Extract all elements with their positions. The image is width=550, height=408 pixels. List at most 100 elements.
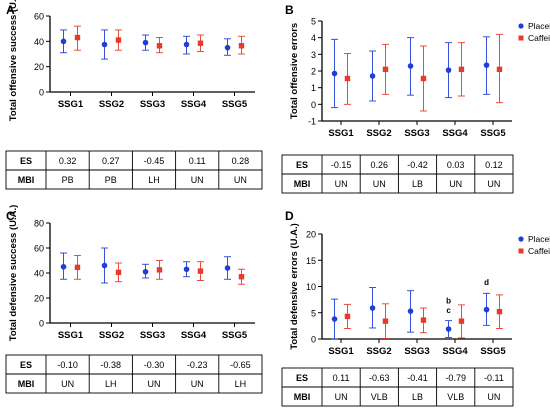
y-tick-label: 0 bbox=[311, 335, 316, 345]
table-cell: -0.79 bbox=[445, 373, 466, 383]
table-row-label: MBI bbox=[294, 392, 311, 402]
y-tick-label: 40 bbox=[34, 37, 44, 47]
y-tick-label: 20 bbox=[34, 62, 44, 72]
table-cell: LB bbox=[412, 392, 423, 402]
x-tick-label-ssg4: SSG4 bbox=[442, 346, 468, 357]
chart-panel-b: B -1 0 1 2 3 4 5 Total offensive errors SSG1 SSG2 S… bbox=[281, 3, 550, 194]
table-cell: UN bbox=[148, 379, 161, 389]
y-tick-label: 0 bbox=[39, 88, 44, 98]
y-tick-label: 4 bbox=[311, 33, 316, 43]
table-cell: 0.11 bbox=[333, 373, 350, 383]
y-tick-label: 60 bbox=[34, 12, 44, 22]
table-cell: 0.26 bbox=[371, 160, 389, 170]
data-point-placebo bbox=[60, 38, 67, 45]
data-point-caffeine bbox=[197, 40, 204, 46]
data-point-caffeine bbox=[382, 318, 389, 324]
x-tick-label-ssg3: SSG3 bbox=[404, 128, 429, 139]
table-cell: UN bbox=[487, 392, 500, 402]
y-tick-label: 15 bbox=[306, 256, 316, 266]
series-caffeine bbox=[343, 33, 503, 112]
data-point-placebo bbox=[445, 67, 452, 73]
series-placebo bbox=[331, 287, 491, 340]
y-axis-label: Total defensive success (U.A.) bbox=[8, 205, 19, 342]
x-tick-label-ssg1: SSG1 bbox=[58, 99, 84, 110]
table-row-label: MBI bbox=[18, 379, 35, 389]
x-tick-label-ssg5: SSG5 bbox=[480, 346, 506, 357]
y-tick-label: 20 bbox=[306, 230, 316, 240]
chart-panel-a: A 0 20 40 60 Total offensive success (U.A.) SS… bbox=[5, 0, 263, 190]
data-point-placebo bbox=[60, 263, 67, 270]
data-point-placebo bbox=[369, 305, 376, 311]
table-cell: -0.63 bbox=[369, 373, 390, 383]
y-tick-label: 60 bbox=[34, 244, 44, 254]
table-cell: VLB bbox=[447, 392, 464, 402]
legend-label-caffeine: Caffeine bbox=[528, 33, 550, 43]
data-point-caffeine bbox=[496, 66, 503, 73]
table-row-label: ES bbox=[296, 160, 308, 170]
data-point-placebo bbox=[331, 70, 338, 77]
table-cell: UN bbox=[335, 179, 348, 189]
x-tick-label-ssg5: SSG5 bbox=[222, 330, 248, 341]
y-tick-label: 5 bbox=[311, 308, 316, 318]
table-cell: 0.28 bbox=[232, 156, 250, 166]
table-cell: -0.41 bbox=[407, 373, 428, 383]
series-placebo bbox=[60, 247, 232, 284]
stats-table: ES 0.32 0.27 -0.45 0.11 0.28 MBI PB PB LH UN UN bbox=[5, 150, 263, 190]
table-cell: UN bbox=[61, 379, 74, 389]
data-point-caffeine bbox=[74, 264, 81, 271]
table-cell: 0.27 bbox=[102, 156, 120, 166]
table-cell: LH bbox=[148, 175, 160, 185]
table-row-label: MBI bbox=[18, 175, 35, 185]
data-point-caffeine bbox=[382, 66, 389, 73]
data-point-placebo bbox=[101, 41, 108, 48]
data-point-caffeine bbox=[420, 75, 427, 82]
x-tick-label-ssg2: SSG2 bbox=[366, 128, 391, 139]
table-cell: UN bbox=[373, 179, 386, 189]
data-point-caffeine bbox=[344, 313, 351, 320]
table-cell: -0.10 bbox=[57, 360, 78, 370]
data-point-caffeine bbox=[115, 269, 122, 276]
y-tick-label: 0 bbox=[39, 319, 44, 329]
y-tick-label: 20 bbox=[34, 294, 44, 304]
x-tick-label-ssg2: SSG2 bbox=[99, 99, 124, 110]
table-cell: VLB bbox=[371, 392, 388, 402]
data-point-caffeine bbox=[458, 318, 465, 324]
data-point-placebo bbox=[101, 262, 108, 269]
y-tick-label: 10 bbox=[306, 282, 316, 292]
table-cell: -0.23 bbox=[187, 360, 208, 370]
data-point-placebo bbox=[369, 73, 376, 79]
data-point-caffeine bbox=[344, 75, 351, 82]
table-cell: UN bbox=[191, 175, 204, 185]
data-point-placebo bbox=[483, 306, 490, 313]
table-cell: LH bbox=[235, 379, 247, 389]
table-cell: UN bbox=[191, 379, 204, 389]
y-axis-label: Total offensive success (U.A.) bbox=[8, 0, 19, 121]
legend-marker-caffeine bbox=[518, 248, 524, 254]
x-tick-label-ssg1: SSG1 bbox=[328, 346, 354, 357]
annotation-label: c bbox=[446, 306, 451, 315]
stats-table: ES 0.11 -0.63 -0.41 -0.79 -0.11 MBI UN VLB LB VLB U… bbox=[281, 367, 514, 407]
x-tick-label-ssg4: SSG4 bbox=[442, 128, 468, 139]
annotation-label: d bbox=[484, 278, 489, 287]
x-tick-label-ssg4: SSG4 bbox=[181, 99, 207, 110]
data-point-caffeine bbox=[156, 43, 163, 49]
table-cell: -0.30 bbox=[144, 360, 165, 370]
table-cell: UN bbox=[335, 392, 348, 402]
y-tick-label: 40 bbox=[34, 269, 44, 279]
y-tick-label: 0 bbox=[311, 100, 316, 110]
x-tick-label-ssg5: SSG5 bbox=[222, 99, 248, 110]
table-cell: -0.65 bbox=[230, 360, 251, 370]
data-point-placebo bbox=[331, 316, 338, 322]
data-point-caffeine bbox=[238, 274, 245, 280]
x-tick-label-ssg1: SSG1 bbox=[58, 330, 84, 341]
y-tick-label: 5 bbox=[311, 17, 316, 27]
table-cell: 0.12 bbox=[485, 160, 503, 170]
table-cell: -0.11 bbox=[484, 373, 504, 383]
series-placebo bbox=[331, 36, 491, 109]
panel-label: A bbox=[6, 3, 15, 17]
y-axis-label: Total defensive errors (U.A.) bbox=[289, 223, 300, 350]
table-row-label: ES bbox=[296, 373, 308, 383]
table-cell: UN bbox=[234, 175, 247, 185]
x-tick-label-ssg3: SSG3 bbox=[404, 346, 429, 357]
x-tick-label-ssg3: SSG3 bbox=[140, 330, 165, 341]
